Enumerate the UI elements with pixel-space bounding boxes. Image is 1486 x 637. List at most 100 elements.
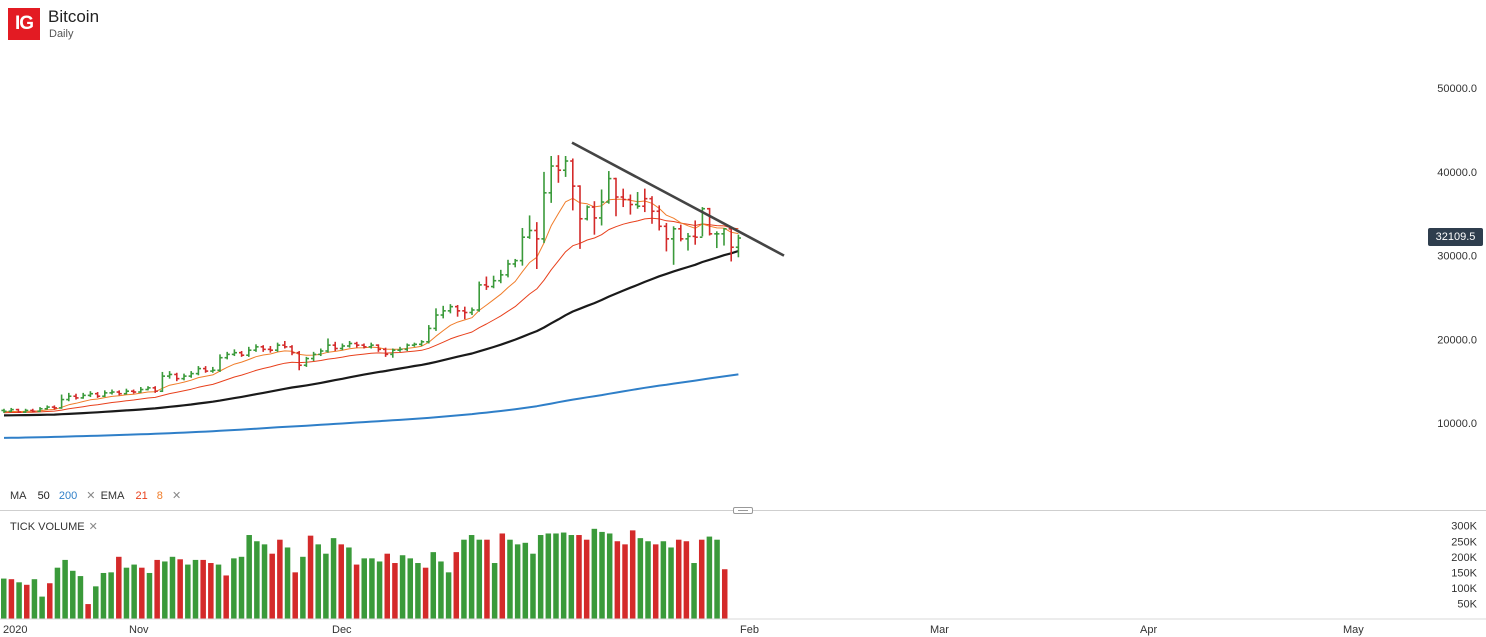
price-tick-label: 30000.0 — [1437, 251, 1477, 263]
ema-slow-period: 21 — [135, 490, 148, 502]
volume-bar — [430, 552, 437, 619]
volume-bar — [353, 564, 360, 619]
volume-bar — [683, 541, 690, 619]
time-tick-label: Nov — [129, 624, 149, 636]
volume-bar — [369, 558, 375, 619]
volume-bar — [361, 558, 367, 619]
volume-bar — [269, 553, 275, 619]
volume-bar — [415, 563, 421, 619]
volume-bar — [192, 559, 199, 619]
price-axis: 10000.0 20000.0 30000.0 40000.0 50000.0 — [1437, 83, 1477, 430]
volume-bar — [599, 531, 605, 619]
volume-bar — [108, 572, 114, 619]
volume-tick-label: 150K — [1451, 567, 1477, 579]
volume-bar — [392, 563, 398, 619]
price-tick-label: 10000.0 — [1437, 418, 1477, 430]
volume-bar — [560, 532, 567, 619]
volume-bar — [568, 535, 575, 619]
ma50-path — [3, 249, 739, 417]
volume-bar — [461, 539, 467, 619]
volume-bar — [660, 541, 667, 619]
time-tick-label: 2020 — [3, 624, 27, 636]
volume-bar — [39, 596, 45, 619]
ema8-path — [3, 197, 739, 413]
volume-bar — [706, 536, 713, 619]
volume-panel-label: TICK VOLUME ✕ — [10, 520, 110, 533]
ema21-path — [3, 217, 739, 414]
volume-bar — [284, 547, 291, 619]
ema21-line — [3, 217, 739, 414]
ema-label: EMA — [100, 490, 125, 502]
volume-bar — [507, 539, 513, 619]
volume-bar — [438, 561, 444, 619]
volume-bar — [254, 541, 260, 619]
volume-bar — [476, 539, 483, 619]
volume-bar — [330, 538, 337, 619]
volume-bar — [323, 553, 329, 619]
volume-bar — [537, 535, 544, 619]
volume-bar — [93, 586, 99, 619]
volume-title: TICK VOLUME — [10, 521, 85, 533]
volume-bar — [545, 533, 552, 619]
volume-bar — [530, 553, 536, 619]
time-tick-label: Mar — [930, 624, 949, 636]
volume-bar — [292, 572, 298, 619]
volume-bar — [576, 535, 582, 619]
volume-bar — [338, 544, 344, 619]
volume-bar — [116, 556, 122, 619]
last-price-tag: 32109.5 — [1428, 228, 1483, 246]
volume-bar — [123, 567, 130, 619]
remove-ema-button[interactable]: ✕ — [171, 490, 182, 502]
volume-bar — [154, 559, 160, 619]
volume-bar — [238, 556, 245, 619]
volume-bar — [261, 544, 268, 619]
ma-fast-period: 50 — [37, 490, 50, 502]
volume-bar — [185, 564, 191, 619]
time-tick-label: Dec — [332, 624, 352, 636]
volume-bar — [614, 541, 621, 619]
price-tick-label: 20000.0 — [1437, 334, 1477, 346]
volume-bar — [668, 547, 674, 619]
ema-fast-period: 8 — [156, 490, 163, 502]
volume-bar — [514, 544, 521, 619]
time-tick-label: May — [1343, 624, 1364, 636]
time-axis: 2020 Nov Dec Feb Mar Apr May — [0, 618, 1486, 636]
volume-bar — [468, 535, 475, 619]
volume-bar — [629, 530, 636, 619]
remove-ma-button[interactable]: ✕ — [86, 490, 96, 502]
price-tick-label: 40000.0 — [1437, 167, 1477, 179]
volume-bar — [177, 559, 183, 619]
volume-bar — [721, 569, 728, 619]
volume-bar — [277, 539, 283, 619]
volume-bar — [714, 539, 720, 619]
volume-bar — [70, 570, 76, 619]
ig-logo: IG — [8, 8, 40, 40]
volume-bar — [691, 563, 697, 619]
panel-resize-handle[interactable] — [733, 507, 753, 514]
time-tick-label: Feb — [740, 624, 759, 636]
volume-bar — [139, 567, 145, 619]
volume-bar — [215, 564, 222, 619]
ema8-line — [3, 197, 739, 413]
volume-bar — [346, 547, 352, 619]
ma50-line — [3, 249, 739, 417]
candles — [1, 155, 741, 413]
volume-bar — [300, 556, 306, 619]
price-tick-label: 50000.0 — [1437, 83, 1477, 95]
volume-bars — [1, 528, 728, 619]
volume-bar — [384, 553, 390, 619]
volume-bar — [376, 561, 383, 619]
volume-bar — [637, 538, 644, 619]
volume-bar — [16, 582, 22, 619]
remove-volume-button[interactable]: ✕ — [88, 521, 98, 533]
volume-bar — [307, 535, 314, 619]
trendline — [571, 141, 785, 257]
volume-axis: 50K 100K 150K 200K 250K 300K — [1451, 521, 1477, 611]
volume-bar — [223, 575, 229, 619]
time-tick-label: Apr — [1140, 624, 1157, 636]
volume-bar — [522, 542, 529, 619]
volume-bar — [85, 604, 91, 619]
indicator-legend: MA 50 200 ✕ EMA 21 8 ✕ — [10, 489, 183, 502]
volume-bar — [169, 556, 176, 619]
